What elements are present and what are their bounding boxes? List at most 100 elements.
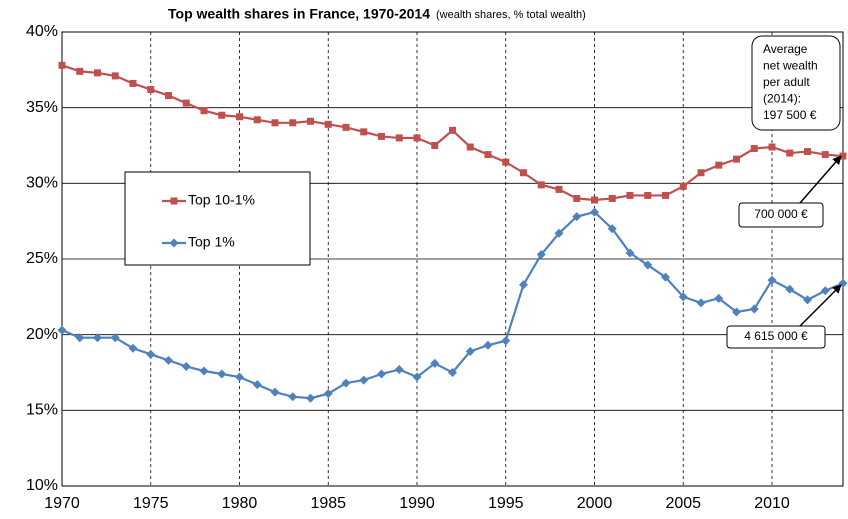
marker [696, 298, 706, 308]
marker [626, 191, 634, 199]
marker [715, 161, 723, 169]
marker [307, 117, 314, 125]
y-tick-label: 25% [26, 250, 58, 267]
marker [501, 336, 511, 346]
marker [555, 185, 563, 193]
marker [785, 284, 795, 294]
marker [288, 392, 298, 402]
marker [607, 224, 617, 234]
marker [182, 99, 190, 107]
marker [217, 369, 227, 379]
marker [661, 272, 670, 282]
legend-label: Top 1% [188, 234, 235, 250]
marker [306, 393, 315, 403]
x-tick-label: 1970 [44, 495, 80, 512]
marker [58, 61, 66, 69]
y-tick-label: 10% [26, 477, 58, 494]
marker [733, 155, 740, 163]
marker [821, 151, 829, 159]
x-tick-label: 1980 [222, 495, 258, 512]
marker [341, 378, 351, 388]
marker [484, 151, 492, 159]
marker [679, 182, 687, 190]
marker [820, 286, 830, 296]
marker [697, 169, 705, 177]
marker [412, 372, 422, 382]
x-tick-label: 1995 [488, 495, 524, 512]
x-tick-label: 2010 [754, 495, 790, 512]
marker [394, 364, 404, 374]
marker [218, 111, 226, 119]
marker [378, 132, 385, 140]
marker [449, 126, 456, 134]
marker [786, 149, 794, 157]
marker [324, 120, 332, 128]
marker [554, 228, 564, 238]
annotation-box [726, 325, 826, 349]
y-tick-label: 35% [26, 99, 58, 116]
marker [253, 116, 261, 124]
marker [839, 152, 847, 160]
plot-border [61, 31, 844, 487]
y-tick-label: 30% [26, 175, 58, 192]
annotation: Average [763, 42, 808, 56]
marker [200, 107, 208, 115]
marker [360, 128, 368, 136]
chart-subtitle: (wealth shares, % total wealth) [436, 9, 586, 21]
marker [803, 295, 812, 305]
marker [165, 92, 172, 100]
marker [76, 67, 84, 75]
annotation: net wealth [763, 59, 818, 73]
legend-box [124, 171, 311, 266]
marker [714, 293, 724, 303]
annotation-box [751, 35, 841, 131]
marker [643, 260, 653, 270]
marker [431, 142, 439, 149]
marker [236, 113, 243, 121]
marker [662, 191, 669, 199]
marker [768, 143, 776, 151]
marker [413, 134, 421, 142]
marker [502, 158, 510, 166]
marker [75, 333, 85, 343]
marker [199, 366, 209, 376]
marker [342, 123, 350, 131]
marker [520, 169, 527, 177]
marker [536, 249, 546, 259]
arrow [799, 155, 842, 204]
marker [94, 69, 101, 77]
marker [750, 145, 758, 153]
marker [591, 196, 598, 204]
marker [767, 275, 777, 285]
marker [146, 349, 156, 359]
marker [323, 389, 333, 399]
annotation: 700 000 € [754, 207, 808, 221]
marker [128, 343, 138, 353]
marker [181, 361, 191, 371]
marker [147, 86, 155, 94]
marker [519, 280, 528, 290]
annotation: 4 615 000 € [744, 329, 808, 343]
marker [804, 148, 811, 156]
marker [252, 380, 262, 390]
marker [749, 304, 759, 314]
marker [678, 292, 688, 302]
annotation-box [738, 202, 824, 228]
marker [235, 372, 244, 382]
marker [732, 307, 741, 317]
annotation: (2014): [763, 92, 801, 106]
marker [644, 191, 652, 199]
arrow [799, 284, 842, 327]
y-tick-label: 15% [26, 402, 58, 419]
x-tick-label: 1975 [133, 495, 169, 512]
marker [465, 346, 475, 356]
marker [359, 375, 369, 385]
legend-label: Top 10-1% [188, 192, 255, 208]
marker [93, 333, 102, 343]
marker [573, 194, 581, 202]
marker [395, 134, 403, 142]
x-tick-label: 1985 [310, 495, 346, 512]
x-tick-label: 1990 [399, 495, 435, 512]
